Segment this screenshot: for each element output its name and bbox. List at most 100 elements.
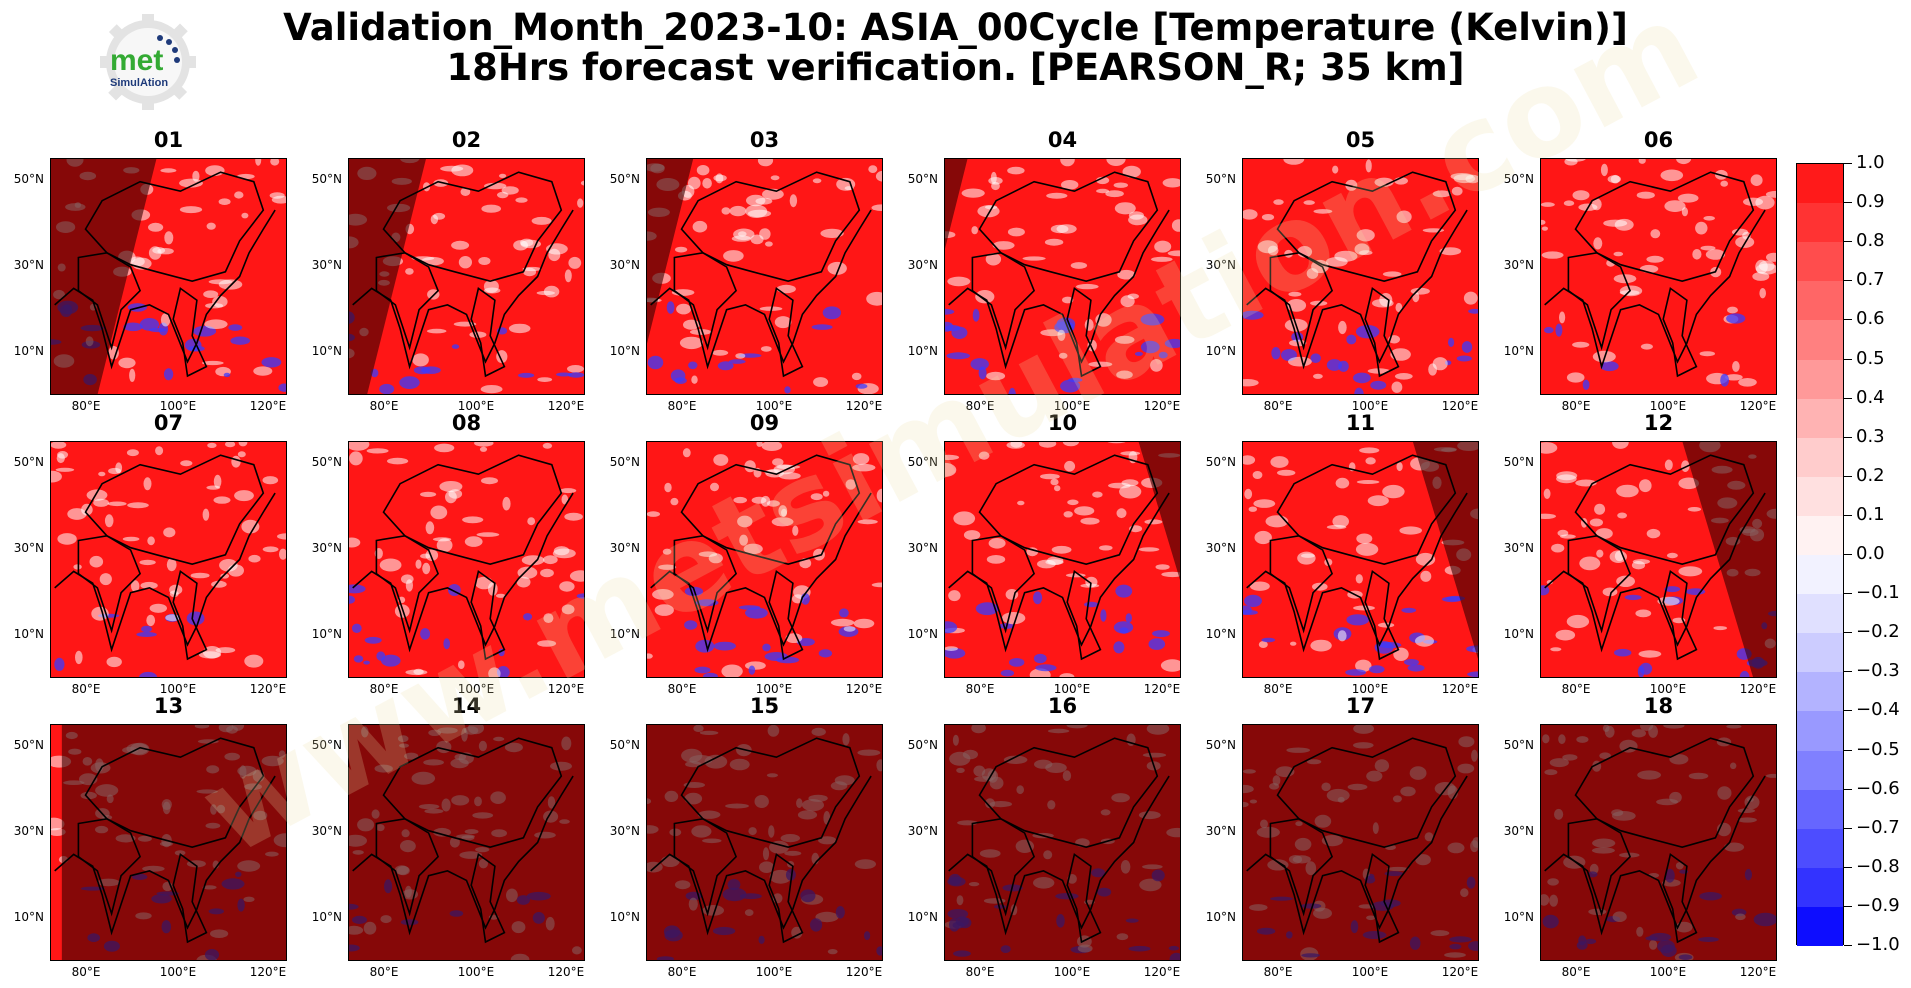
y-tick-label: 30°N: [907, 824, 938, 838]
low-correlation-patch: [1063, 511, 1073, 518]
low-correlation-patch: [1640, 343, 1653, 350]
x-tick-label: 120°E: [1739, 682, 1777, 696]
negative-correlation-patch: [748, 665, 756, 675]
low-correlation-patch: [481, 204, 501, 213]
low-correlation-patch: [203, 290, 219, 298]
low-correlation-patch: [502, 496, 511, 511]
low-correlation-patch: [1057, 329, 1066, 341]
low-correlation-patch: [248, 554, 261, 563]
correlation-map: [646, 441, 883, 678]
low-correlation-patch: [1617, 512, 1627, 519]
low-correlation-patch: [147, 536, 155, 546]
x-tick-label: 120°E: [547, 399, 585, 413]
se-asia-border: [470, 287, 506, 378]
y-tick-label: 50°N: [609, 172, 640, 186]
negative-correlation-patch: [694, 666, 711, 674]
china-border: [84, 454, 265, 566]
china-border: [382, 454, 563, 566]
low-correlation-patch: [831, 618, 855, 627]
low-correlation-patch: [1332, 165, 1339, 174]
low-correlation-patch: [1393, 647, 1409, 661]
low-correlation-patch: [646, 653, 653, 659]
low-correlation-patch: [476, 532, 500, 537]
y-tick-label: 50°N: [907, 172, 938, 186]
negative-correlation-patch: [695, 599, 719, 607]
y-tick-label: 10°N: [1205, 344, 1236, 358]
panel-title: 13: [153, 694, 184, 718]
low-correlation-patch: [160, 313, 171, 327]
low-correlation-patch: [1127, 293, 1139, 300]
low-correlation-patch: [241, 519, 260, 534]
low-correlation-patch: [412, 353, 429, 367]
colorbar-tick-label: −0.6: [1856, 777, 1900, 799]
low-correlation-patch: [792, 525, 799, 536]
correlation-map: [1242, 441, 1479, 678]
negative-correlation-patch: [745, 607, 768, 619]
shaded-region: [646, 158, 694, 395]
low-correlation-patch: [234, 191, 244, 199]
negative-correlation-patch: [420, 628, 431, 640]
negative-correlation-patch: [163, 368, 174, 381]
y-tick-label: 30°N: [609, 824, 640, 838]
low-correlation-patch: [1759, 288, 1766, 299]
low-correlation-patch: [1138, 547, 1160, 552]
colorbar-tick-label: 0.6: [1856, 308, 1885, 330]
panel-title: 18: [1643, 694, 1674, 718]
low-correlation-patch: [458, 660, 465, 669]
x-tick-label: 80°E: [71, 399, 101, 413]
low-correlation-patch: [451, 240, 470, 250]
low-correlation-patch: [564, 512, 583, 521]
negative-correlation-patch: [1354, 387, 1364, 395]
china-border: [978, 171, 1159, 283]
low-correlation-patch: [1167, 250, 1181, 257]
low-correlation-patch: [129, 368, 136, 382]
low-correlation-patch: [789, 194, 798, 208]
low-correlation-patch: [499, 173, 507, 178]
low-correlation-patch: [756, 441, 763, 447]
y-tick-label: 30°N: [13, 541, 44, 555]
low-correlation-patch: [225, 441, 236, 448]
negative-correlation-patch: [1125, 613, 1132, 623]
low-correlation-patch: [1550, 647, 1562, 652]
low-correlation-patch: [1080, 517, 1100, 525]
correlation-map: [646, 158, 883, 395]
x-tick-label: 100°E: [1649, 682, 1687, 696]
x-tick-label: 80°E: [667, 399, 697, 413]
low-correlation-patch: [1678, 477, 1699, 490]
low-correlation-patch: [696, 165, 710, 176]
low-correlation-patch: [108, 346, 119, 360]
negative-correlation-patch: [1726, 313, 1746, 324]
low-correlation-patch: [1313, 209, 1333, 214]
se-asia-border: [1364, 853, 1400, 944]
low-correlation-patch: [244, 654, 264, 668]
low-correlation-patch: [764, 469, 780, 475]
low-correlation-patch: [1439, 247, 1462, 256]
low-correlation-patch: [516, 576, 531, 588]
x-tick-label: 100°E: [755, 399, 793, 413]
low-correlation-patch: [652, 589, 674, 600]
low-correlation-patch: [1301, 553, 1315, 558]
colorbar-tick: [1844, 475, 1852, 477]
low-correlation-patch: [1076, 283, 1099, 290]
low-correlation-patch: [1638, 158, 1646, 164]
correlation-map: [944, 724, 1181, 961]
map-frame: [944, 441, 1181, 678]
negative-correlation-patch: [139, 318, 159, 331]
colorbar-segment: [1797, 711, 1843, 751]
low-correlation-patch: [569, 570, 585, 582]
low-correlation-patch: [543, 555, 558, 565]
low-correlation-patch: [1242, 209, 1258, 220]
low-correlation-patch: [430, 214, 439, 225]
coastline: [948, 209, 1170, 370]
low-correlation-patch: [1244, 488, 1253, 500]
low-correlation-patch: [1248, 506, 1257, 512]
colorbar-segment: [1797, 867, 1843, 908]
map-frame: [1242, 158, 1479, 395]
y-tick-label: 50°N: [311, 455, 342, 469]
y-tick-label: 10°N: [1503, 344, 1534, 358]
x-tick-label: 100°E: [1053, 682, 1091, 696]
low-correlation-patch: [143, 477, 152, 491]
low-correlation-patch: [658, 564, 677, 570]
se-asia-border: [1662, 853, 1698, 944]
negative-correlation-patch: [728, 359, 746, 364]
